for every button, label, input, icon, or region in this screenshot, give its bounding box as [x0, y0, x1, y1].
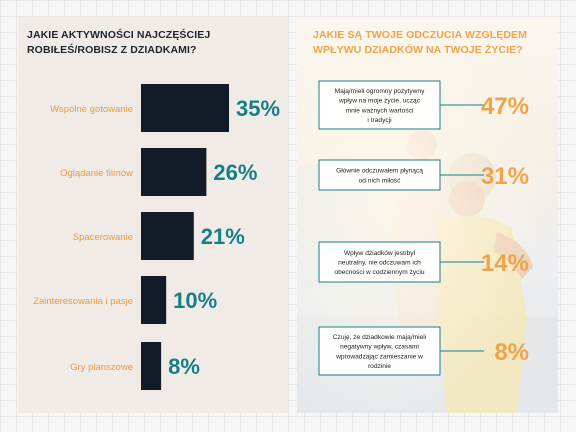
statement-box: [318, 241, 441, 283]
statement-box: [318, 80, 441, 130]
statement-text: Czuję, że dziadkowie mają/mieli negatywny…: [333, 334, 427, 370]
activities-panel: JAKIE AKTYWNOŚCI NAJCZĘŚCIEJ ROBIŁEŚ/ROB…: [18, 17, 288, 413]
category-label: Wspólne gotowanie: [50, 104, 133, 115]
statement-text: Głównie odczuwałem płynącą od nich miłość: [336, 168, 423, 185]
category-label: Oglądanie filmów: [60, 168, 133, 179]
percent-label: 14%: [481, 250, 529, 277]
value-label: 8%: [168, 354, 200, 379]
value-label: 21%: [201, 224, 245, 249]
bar-3: [141, 276, 167, 324]
percent-label: 8%: [494, 339, 529, 366]
bar-1: [141, 148, 207, 196]
feelings-title: JAKIE SĄ TWOJE ODCZUCIA WZGLĘDEM WPŁYWU …: [313, 29, 527, 56]
bar-0: [141, 84, 229, 132]
category-label: Gry planszowe: [70, 362, 133, 373]
category-label: Zainteresowania i pasje: [33, 296, 133, 307]
feelings-panel: JAKIE SĄ TWOJE ODCZUCIA WZGLĘDEM WPŁYWU …: [297, 17, 558, 413]
percent-label: 31%: [481, 163, 529, 190]
value-label: 10%: [173, 288, 217, 313]
category-label: Spacerowanie: [73, 232, 133, 243]
statement-text: Wpływ dziadków jest/był neutralny, nie od…: [334, 250, 424, 276]
activities-title: JAKIE AKTYWNOŚCI NAJCZĘŚCIEJ ROBIŁEŚ/ROB…: [27, 29, 211, 56]
statement-box: [318, 159, 441, 191]
value-label: 26%: [213, 160, 257, 185]
percent-label: 47%: [481, 93, 529, 120]
statement-text: Mają/mieli ogromny pozytywny wpływ na moj…: [335, 88, 425, 124]
activities-bar-chart: Wspólne gotowanie 35% Oglądanie filmów 26% S…: [33, 84, 280, 390]
bar-2: [141, 212, 194, 260]
feelings-chart: Mają/mieli ogromny pozytywny wpływ na moj…: [318, 80, 529, 376]
bar-4: [141, 342, 162, 390]
value-label: 35%: [236, 96, 280, 121]
